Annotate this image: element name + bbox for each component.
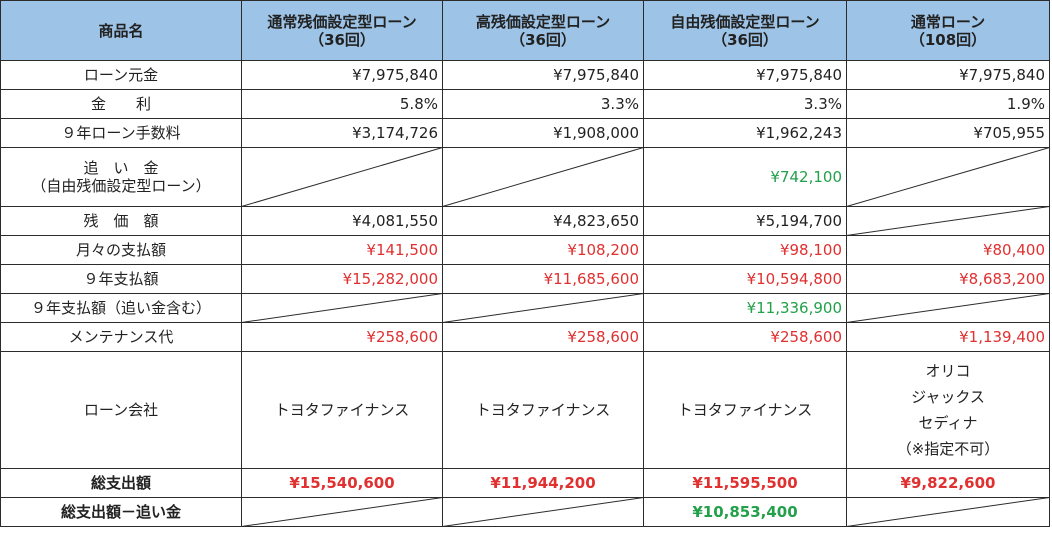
- row-label: メンテナンス代: [0, 322, 242, 352]
- row-rate: 金 利 5.8% 3.3% 3.3% 1.9%: [0, 89, 1050, 119]
- header-plan2: 高残価設定型ローン （36回）: [442, 0, 644, 61]
- cell-plan2-empty: [442, 147, 644, 207]
- cell-plan2-empty: [442, 293, 644, 323]
- row-grand-less-oikin: 総支出額－追い金 ¥10,853,400: [0, 497, 1050, 527]
- cell-plan1: トヨタファイナンス: [241, 351, 443, 469]
- cell-plan3: ¥11,336,900: [643, 293, 847, 323]
- cell-plan2: トヨタファイナンス: [442, 351, 644, 469]
- cell-plan1: ¥15,282,000: [241, 264, 443, 294]
- row-fee: ９年ローン手数料 ¥3,174,726 ¥1,908,000 ¥1,962,24…: [0, 118, 1050, 148]
- cell-plan3: ¥11,595,500: [643, 468, 847, 498]
- cell-plan1: ¥4,081,550: [241, 206, 443, 236]
- cell-plan3: ¥5,194,700: [643, 206, 847, 236]
- cell-plan4: ¥80,400: [846, 235, 1050, 265]
- cell-plan2: ¥7,975,840: [442, 60, 644, 90]
- header-row: 商品名 通常残価設定型ローン （36回） 高残価設定型ローン （36回） 自由残価設…: [0, 0, 1050, 61]
- row-label: 総支出額－追い金: [0, 497, 242, 527]
- row-label: 残 価 額: [0, 206, 242, 236]
- cell-plan2: ¥258,600: [442, 322, 644, 352]
- cell-plan3: ¥98,100: [643, 235, 847, 265]
- row-label: 金 利: [0, 89, 242, 119]
- cell-plan1: ¥3,174,726: [241, 118, 443, 148]
- cell-plan2: ¥4,823,650: [442, 206, 644, 236]
- cell-plan4: ¥9,822,600: [846, 468, 1050, 498]
- cell-plan3: ¥10,594,800: [643, 264, 847, 294]
- cell-plan1: ¥258,600: [241, 322, 443, 352]
- row-label: 総支出額: [0, 468, 242, 498]
- cell-plan3: ¥742,100: [643, 147, 847, 207]
- cell-plan1: 5.8%: [241, 89, 443, 119]
- row-label: ９年ローン手数料: [0, 118, 242, 148]
- cell-plan4: 1.9%: [846, 89, 1050, 119]
- row-label: ローン元金: [0, 60, 242, 90]
- cell-plan1-empty: [241, 293, 443, 323]
- header-plan4: 通常ローン （108回）: [846, 0, 1050, 61]
- cell-plan1: ¥141,500: [241, 235, 443, 265]
- row-residual: 残 価 額 ¥4,081,550 ¥4,823,650 ¥5,194,700: [0, 206, 1050, 236]
- cell-plan4-empty: [846, 147, 1050, 207]
- cell-plan3: ¥1,962,243: [643, 118, 847, 148]
- cell-plan1-empty: [241, 147, 443, 207]
- loan-comparison-table: 商品名 通常残価設定型ローン （36回） 高残価設定型ローン （36回） 自由残価設…: [0, 0, 1050, 527]
- row-label: 月々の支払額: [0, 235, 242, 265]
- cell-plan1: ¥15,540,600: [241, 468, 443, 498]
- row-oikin: 追 い 金（自由残価設定型ローン） ¥742,100: [0, 147, 1050, 207]
- cell-plan1: ¥7,975,840: [241, 60, 443, 90]
- cell-plan2: ¥1,908,000: [442, 118, 644, 148]
- row-grand-total: 総支出額 ¥15,540,600 ¥11,944,200 ¥11,595,500…: [0, 468, 1050, 498]
- row-label: 追 い 金（自由残価設定型ローン）: [0, 147, 242, 207]
- cell-plan2-empty: [442, 497, 644, 527]
- header-plan1: 通常残価設定型ローン （36回）: [241, 0, 443, 61]
- cell-plan2: ¥11,944,200: [442, 468, 644, 498]
- cell-plan3: ¥258,600: [643, 322, 847, 352]
- row-label: ローン会社: [0, 351, 242, 469]
- row-total9: ９年支払額 ¥15,282,000 ¥11,685,600 ¥10,594,80…: [0, 264, 1050, 294]
- row-total9-oikin: ９年支払額（追い金含む） ¥11,336,900: [0, 293, 1050, 323]
- cell-plan2: ¥108,200: [442, 235, 644, 265]
- cell-plan4: ¥705,955: [846, 118, 1050, 148]
- cell-plan4-empty: [846, 497, 1050, 527]
- cell-plan4: ¥7,975,840: [846, 60, 1050, 90]
- cell-plan4-empty: [846, 206, 1050, 236]
- cell-plan3: ¥7,975,840: [643, 60, 847, 90]
- header-item: 商品名: [0, 0, 242, 61]
- cell-plan3: トヨタファイナンス: [643, 351, 847, 469]
- cell-plan4: ¥8,683,200: [846, 264, 1050, 294]
- row-principal: ローン元金 ¥7,975,840 ¥7,975,840 ¥7,975,840 ¥…: [0, 60, 1050, 90]
- row-company: ローン会社 トヨタファイナンス トヨタファイナンス トヨタファイナンス オリコ …: [0, 351, 1050, 469]
- cell-plan3: ¥10,853,400: [643, 497, 847, 527]
- cell-plan4-empty: [846, 293, 1050, 323]
- row-label: ９年支払額（追い金含む）: [0, 293, 242, 323]
- cell-plan4: オリコ ジャックス セディナ （※指定不可）: [846, 351, 1050, 469]
- cell-plan4: ¥1,139,400: [846, 322, 1050, 352]
- row-monthly: 月々の支払額 ¥141,500 ¥108,200 ¥98,100 ¥80,400: [0, 235, 1050, 265]
- cell-plan1-empty: [241, 497, 443, 527]
- cell-plan3: 3.3%: [643, 89, 847, 119]
- row-label: ９年支払額: [0, 264, 242, 294]
- cell-plan2: 3.3%: [442, 89, 644, 119]
- row-maintenance: メンテナンス代 ¥258,600 ¥258,600 ¥258,600 ¥1,13…: [0, 322, 1050, 352]
- cell-plan2: ¥11,685,600: [442, 264, 644, 294]
- header-plan3: 自由残価設定型ローン （36回）: [643, 0, 847, 61]
